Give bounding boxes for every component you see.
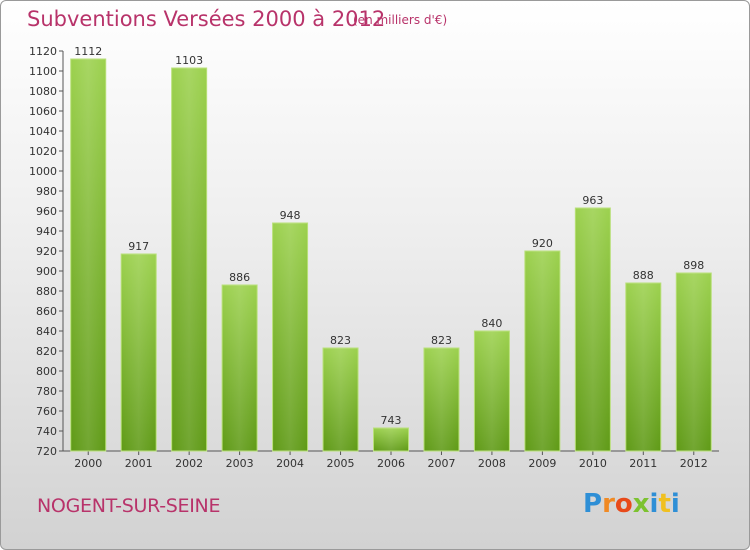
bar-highlight [676,273,712,451]
logo-letter: r [602,489,615,519]
bar-value-label: 963 [582,194,603,207]
x-tick-label: 2006 [377,457,405,470]
bar-highlight [575,208,611,451]
logo-letter: i [670,489,680,519]
bar-highlight [70,59,106,451]
y-tick-label: 760 [36,405,57,418]
y-tick-label: 720 [36,445,57,458]
x-tick-label: 2000 [74,457,102,470]
y-tick-label: 1100 [29,65,57,78]
bar-value-label: 823 [330,334,351,347]
proxiti-logo: Proxiti [583,489,680,519]
chart-subtitle: (en milliers d'€) [353,13,448,27]
y-tick-label: 820 [36,345,57,358]
y-tick-label: 840 [36,325,57,338]
x-tick-label: 2005 [327,457,355,470]
x-tick-label: 2001 [125,457,153,470]
bar-value-label: 1103 [175,54,203,67]
y-tick-label: 1000 [29,165,57,178]
bar-value-label: 920 [532,237,553,250]
commune-name: NOGENT-SUR-SEINE [37,495,221,517]
x-tick-label: 2003 [226,457,254,470]
y-tick-label: 1080 [29,85,57,98]
y-tick-label: 980 [36,185,57,198]
logo-letter: P [583,489,603,519]
y-tick-label: 940 [36,225,57,238]
x-tick-label: 2008 [478,457,506,470]
logo-letter: i [649,489,659,519]
x-tick-label: 2009 [528,457,556,470]
y-tick-label: 1040 [29,125,57,138]
chart-title: Subventions Versées 2000 à 2012 [27,7,386,31]
y-tick-label: 880 [36,285,57,298]
x-tick-label: 2010 [579,457,607,470]
bar-highlight [625,283,661,451]
bar-value-label: 1112 [74,45,102,58]
bar-value-label: 823 [431,334,452,347]
y-tick-label: 860 [36,305,57,318]
y-tick-label: 800 [36,365,57,378]
bar-value-label: 917 [128,240,149,253]
x-tick-label: 2007 [427,457,455,470]
bar-value-label: 898 [683,259,704,272]
bar-highlight [171,68,207,451]
bar-highlight [121,254,157,451]
bar-highlight [272,223,308,451]
y-tick-label: 960 [36,205,57,218]
logo-letter: o [614,489,633,519]
x-tick-label: 2002 [175,457,203,470]
y-tick-label: 780 [36,385,57,398]
logo-letter: x [632,489,650,519]
bar-value-label: 948 [280,209,301,222]
bar-highlight [423,348,459,451]
y-tick-label: 1020 [29,145,57,158]
x-tick-label: 2004 [276,457,304,470]
bar-value-label: 886 [229,271,250,284]
bar-highlight [373,428,409,451]
y-tick-label: 900 [36,265,57,278]
y-tick-label: 1120 [29,45,57,58]
bar-value-label: 743 [381,414,402,427]
x-tick-label: 2012 [680,457,708,470]
x-tick-label: 2011 [629,457,657,470]
y-tick-label: 740 [36,425,57,438]
bar-highlight [474,331,510,451]
y-tick-label: 920 [36,245,57,258]
y-tick-label: 1060 [29,105,57,118]
bar-value-label: 840 [481,317,502,330]
logo-letter: t [658,489,671,519]
bar-highlight [222,285,258,451]
bar-highlight [323,348,359,451]
bar-highlight [524,251,560,451]
bar-value-label: 888 [633,269,654,282]
